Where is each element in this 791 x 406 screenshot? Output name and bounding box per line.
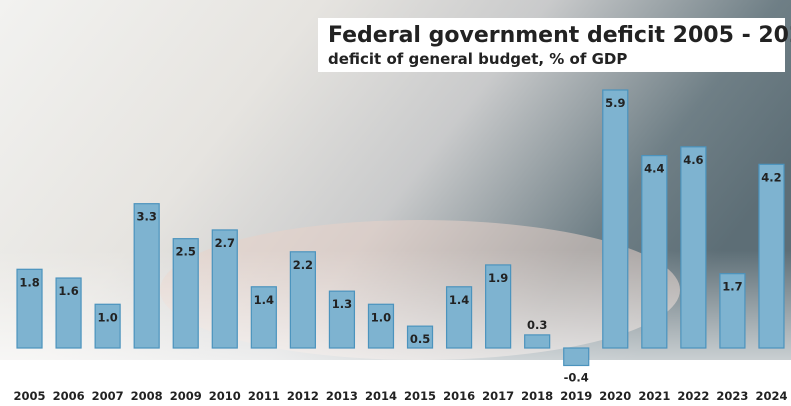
bar <box>641 154 668 349</box>
bar <box>485 264 512 349</box>
data-label: 1.4 <box>254 293 274 307</box>
x-tick-label: 2006 <box>53 389 85 403</box>
x-tick-label: 2016 <box>443 389 475 403</box>
x-tick-label: 2020 <box>599 389 631 403</box>
bar <box>211 229 238 349</box>
data-label: 1.8 <box>19 275 39 289</box>
bar <box>445 286 473 349</box>
bar <box>563 347 590 367</box>
x-tick-label: 2014 <box>365 389 397 403</box>
bar <box>94 303 121 349</box>
data-label: 1.9 <box>488 271 508 285</box>
plot: 2005 1.8 2006 1.6 2007 1.0 2008 3.3 2009 2.5 2010 2… <box>14 89 787 403</box>
x-tick-label: 2009 <box>170 389 202 403</box>
bar <box>133 203 160 349</box>
bar <box>289 251 316 349</box>
data-label: 0.5 <box>410 332 430 346</box>
x-tick-label: 2007 <box>92 389 124 403</box>
bar <box>758 163 785 349</box>
bar <box>250 286 277 349</box>
bar <box>406 325 434 349</box>
data-label: 2.2 <box>293 258 313 272</box>
data-label: 4.4 <box>644 162 664 176</box>
x-tick-label: 2018 <box>521 389 553 403</box>
x-tick-label: 2012 <box>287 389 319 403</box>
data-label: 1.4 <box>449 293 469 307</box>
bar <box>719 273 746 349</box>
chart-subtitle: deficit of general budget, % of GDP <box>328 50 627 68</box>
bar <box>16 268 43 349</box>
x-tick-label: 2017 <box>482 389 514 403</box>
data-label: 1.0 <box>97 310 117 324</box>
x-tick-label: 2011 <box>248 389 280 403</box>
x-tick-label: 2008 <box>131 389 163 403</box>
data-label: -0.4 <box>564 370 589 384</box>
x-tick-label: 2005 <box>14 389 46 403</box>
data-label: 1.0 <box>371 310 391 324</box>
x-tick-label: 2024 <box>755 389 787 403</box>
x-tick-label: 2021 <box>638 389 670 403</box>
x-tick-label: 2022 <box>677 389 709 403</box>
x-tick-label: 2013 <box>326 389 358 403</box>
x-tick-label: 2023 <box>716 389 748 403</box>
data-label: 2.7 <box>215 236 235 250</box>
bar <box>602 89 629 349</box>
bar <box>55 277 82 349</box>
bar <box>328 290 356 349</box>
bar <box>172 238 199 349</box>
x-tick-label: 2010 <box>209 389 241 403</box>
data-label: 4.2 <box>761 170 781 184</box>
x-tick-label: 2019 <box>560 389 592 403</box>
data-label: 3.3 <box>136 210 156 224</box>
data-label: 1.6 <box>58 284 78 298</box>
data-label: 1.3 <box>332 297 352 311</box>
label-strip <box>0 360 791 406</box>
bar <box>367 303 395 349</box>
bar <box>680 146 707 349</box>
data-label: 2.5 <box>176 245 196 259</box>
bar <box>524 334 551 349</box>
x-tick-label: 2015 <box>404 389 436 403</box>
data-label: 1.7 <box>722 280 742 294</box>
data-label: 0.3 <box>527 318 547 332</box>
data-label: 5.9 <box>605 96 625 110</box>
chart-title: Federal government deficit 2005 - 2024 <box>328 23 791 48</box>
title-box <box>318 18 785 72</box>
data-label: 4.6 <box>683 153 703 167</box>
